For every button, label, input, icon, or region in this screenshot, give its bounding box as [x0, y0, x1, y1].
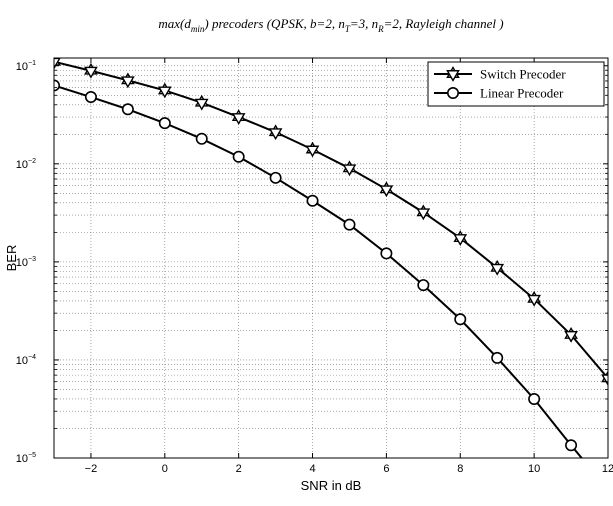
- x-axis-ticks: −2 0 2 4 6 8 10 12: [85, 58, 613, 475]
- x-tick-label: 0: [162, 463, 168, 475]
- legend-box: [427, 61, 605, 107]
- x-tick-label: −2: [85, 463, 98, 475]
- title-part: max(d: [158, 16, 191, 31]
- series-2: [54, 79, 598, 477]
- data-point: [565, 439, 578, 452]
- data-point: [121, 103, 134, 116]
- data-point: [232, 150, 245, 163]
- legend: Switch Precoder Linear Precoder: [427, 61, 605, 107]
- data-point: [54, 79, 60, 92]
- data-point: [305, 141, 320, 158]
- data-point: [268, 124, 283, 141]
- data-point: [157, 82, 172, 99]
- data-point: [121, 72, 135, 89]
- data-point: [601, 370, 608, 387]
- data-point: [380, 247, 393, 260]
- y-tick-label: 10−3: [16, 256, 36, 269]
- x-tick-label: 2: [236, 463, 242, 475]
- legend-label: Switch Precoder: [480, 67, 566, 82]
- series-line: [54, 60, 608, 379]
- grid: [54, 58, 609, 459]
- x-tick-label: 4: [309, 463, 315, 475]
- data-point: [528, 392, 541, 405]
- data-point: [195, 132, 208, 145]
- data-point: [588, 467, 598, 477]
- title-part: R: [377, 24, 384, 34]
- y-tick-label: 10−4: [16, 354, 36, 367]
- data-point: [54, 58, 61, 70]
- plot-area: [54, 58, 608, 477]
- data-point: [454, 313, 467, 326]
- data-point: [379, 181, 394, 198]
- x-tick-label: 6: [383, 463, 389, 475]
- title-part: =2, Rayleigh channel ): [384, 16, 504, 31]
- data-point: [269, 171, 282, 184]
- series-line: [54, 84, 583, 458]
- legend-item: Linear Precoder: [434, 86, 564, 101]
- y-tick-label: 10−2: [16, 158, 36, 171]
- data-point: [490, 259, 505, 276]
- data-point: [527, 290, 541, 307]
- title-part: T: [345, 24, 351, 34]
- data-point: [84, 91, 97, 104]
- axes-frame: [53, 57, 609, 459]
- data-point: [342, 160, 357, 177]
- data-point: [306, 194, 319, 207]
- legend-marker: [446, 87, 459, 100]
- title-part: =3, n: [350, 16, 378, 31]
- legend-item: Switch Precoder: [434, 66, 566, 82]
- data-point: [417, 279, 430, 292]
- data-point: [158, 117, 171, 130]
- data-point: [194, 94, 209, 111]
- data-point: [491, 351, 504, 364]
- data-point: [564, 327, 578, 343]
- y-tick-label: 10−1: [16, 60, 36, 73]
- data-point: [416, 204, 431, 221]
- title-part: ) precoders (QPSK, b=2, n: [203, 16, 344, 31]
- x-axis-label: SNR in dB: [301, 478, 362, 493]
- data-point: [453, 230, 468, 246]
- data-point: [84, 62, 98, 79]
- y-axis-ticks: 10−1 10−2 10−3 10−4 10−5: [16, 60, 608, 465]
- chart-title: max(dmin) precoders (QPSK, b=2, nT=3, nR…: [158, 16, 503, 34]
- legend-label: Linear Precoder: [480, 86, 564, 101]
- data-point: [231, 109, 246, 125]
- data-point: [343, 218, 356, 231]
- series-1: [54, 58, 608, 387]
- y-axis-label: BER: [4, 245, 19, 272]
- y-tick-label: 10−5: [16, 452, 36, 465]
- x-tick-label: 12: [602, 463, 613, 475]
- x-tick-label: 10: [528, 463, 540, 475]
- legend-marker: [446, 66, 460, 82]
- title-part: min: [191, 24, 205, 34]
- x-tick-label: 8: [457, 463, 463, 475]
